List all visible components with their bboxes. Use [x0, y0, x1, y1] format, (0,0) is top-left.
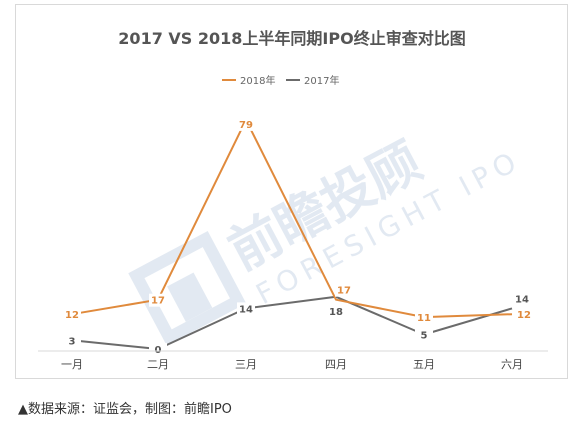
legend-label-2018年: 2018年	[240, 74, 275, 87]
series-line-2018年	[71, 118, 513, 319]
data-label-bg	[237, 117, 255, 131]
legend-label-2017年: 2017年	[304, 74, 339, 87]
data-label-bg	[335, 283, 353, 297]
data-label-bg	[149, 293, 167, 307]
data-label-bg	[237, 302, 255, 316]
chart-frame	[15, 4, 568, 379]
chart-legend: 2018年 2017年	[222, 74, 339, 87]
data-label-bg	[415, 328, 433, 342]
x-tick-label: 四月	[325, 358, 347, 371]
x-tick-label: 五月	[413, 358, 435, 371]
data-label-2018年: 79	[239, 120, 253, 131]
data-label-bg	[63, 308, 81, 322]
data-label-bg	[515, 308, 533, 322]
x-tick-label: 六月	[501, 358, 523, 371]
data-label-2017年: 14	[515, 294, 529, 305]
data-label-2018年: 17	[337, 286, 351, 297]
x-tick-label: 一月	[61, 358, 83, 371]
x-tick-label: 三月	[235, 358, 257, 371]
series-line-2017年	[71, 295, 513, 350]
data-label-2017年: 14	[239, 304, 253, 315]
chart-title: 2017 VS 2018上半年同期IPO终止审查对比图	[118, 29, 465, 48]
data-label-bg	[63, 334, 81, 348]
series-layer: 121779171112301418514	[63, 117, 533, 356]
data-label-2018年: 12	[517, 310, 531, 321]
data-label-2018年: 17	[151, 296, 165, 307]
data-label-bg	[415, 311, 433, 325]
data-label-bg	[327, 304, 345, 318]
x-tick-label: 二月	[147, 358, 169, 371]
source-note: ▲数据来源：证监会，制图：前瞻IPO	[18, 402, 232, 417]
data-label-bg	[513, 292, 531, 306]
data-label-2017年: 3	[69, 336, 76, 347]
data-label-2017年: 5	[421, 331, 428, 342]
data-label-bg	[149, 343, 167, 356]
data-label-2018年: 12	[65, 310, 79, 321]
data-label-2018年: 11	[417, 313, 431, 324]
data-label-2017年: 18	[329, 307, 343, 318]
x-axis: 一月 二月 三月 四月 五月 六月	[38, 350, 548, 371]
watermark-logo-block	[167, 272, 213, 322]
